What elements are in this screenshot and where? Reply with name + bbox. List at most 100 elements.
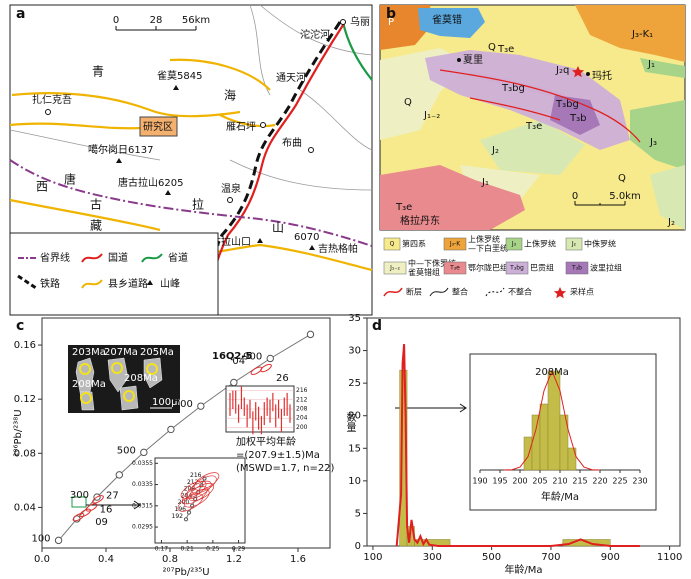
legend-label: 国道	[108, 251, 128, 264]
legend-label: 省界线	[40, 251, 70, 264]
scale-bar	[115, 26, 197, 31]
peak-markers	[116, 85, 315, 250]
inset-x-tick-label: 195	[492, 477, 507, 486]
town	[308, 147, 314, 153]
peak	[116, 158, 122, 163]
legend-swatch	[565, 237, 583, 251]
town	[340, 19, 346, 25]
legend-label: 雀莫错组	[408, 267, 440, 277]
scale-label: 0	[113, 15, 119, 26]
map-b-labels: P 雀莫错 Q J₃-K₁ T₃e J₂q 玛托 J₁ 夏里 T₃bg J₁₋₂…	[388, 13, 675, 228]
photo-labels: 203Ma 207Ma 205Ma 208Ma 208Ma 100μm	[72, 347, 187, 408]
town	[586, 72, 590, 76]
concordia-node	[115, 471, 123, 479]
x-tick-label: 1.2	[226, 554, 242, 565]
y-axis-label: 数量	[344, 411, 356, 432]
x-tick-label: 0.4	[98, 554, 114, 565]
geo-unit	[550, 95, 600, 135]
panel-label: a	[16, 6, 25, 22]
panel-b: b 0 5.0km P 雀莫错 Q J₃-K₁ T₃e J₂q 玛托 J₁ 夏里…	[379, 4, 686, 299]
inset-density	[503, 369, 601, 471]
town	[45, 109, 51, 115]
zoom-node	[183, 517, 189, 522]
zoom-y-tick-label: 0.0315	[132, 502, 153, 509]
map-label: J₁₋₂	[423, 110, 440, 121]
analysis-ellipse	[260, 363, 272, 373]
place: 唐	[64, 172, 76, 187]
legend-symbol	[383, 287, 403, 297]
map-label: J₂	[491, 145, 499, 156]
place: 雀莫5845	[157, 70, 202, 82]
y-tick-label: 15	[348, 443, 361, 454]
analysis-label: 04	[232, 356, 245, 367]
wm-text: 加权平均年龄	[236, 435, 296, 448]
place: 乌丽	[350, 15, 370, 28]
concordia-node	[140, 448, 148, 457]
legend-label: 铁路	[40, 277, 60, 290]
geo-unit	[380, 48, 540, 200]
map-label: Q	[618, 173, 626, 184]
wm-text: (MSWD=1.7, n=22)	[236, 463, 335, 474]
legend-symbol	[147, 280, 153, 285]
legend-label: 县乡道路	[108, 277, 148, 290]
legend-symbol-label: Q	[390, 241, 395, 248]
photo-label: 207Ma	[104, 347, 138, 358]
legend-swatch	[505, 261, 529, 275]
scale-label: 28	[150, 15, 163, 26]
zoom-ellipse	[185, 480, 212, 499]
zoom-ellipse	[193, 472, 220, 491]
place: 拉	[192, 197, 204, 212]
map-label: J₁	[481, 177, 489, 188]
map-label: P	[388, 17, 394, 28]
x-tick-label: 100	[363, 552, 382, 563]
legend-b: 断层 整合 不整合 采样点 Q 第四系 J₃-K 上侏罗统—下白垩统 J₃ 上侏罗统 J₂ 中…	[383, 234, 622, 299]
zoom-age-label: 212	[187, 479, 199, 486]
spot	[79, 363, 91, 375]
town	[227, 197, 233, 203]
inset-x-tick-label: 215	[572, 477, 587, 486]
histogram-bar	[567, 447, 577, 471]
sample-point	[571, 66, 585, 78]
zircon	[119, 385, 139, 411]
map-label: T₃e	[395, 202, 412, 213]
peak	[309, 245, 315, 250]
place: 唐古拉山6205	[118, 176, 183, 189]
place: 古	[90, 197, 102, 212]
legend-label: 巴贡组	[530, 263, 554, 273]
legend-label: 采样点	[570, 287, 594, 297]
x-tick-label: 1100	[657, 552, 682, 563]
town	[260, 122, 266, 128]
photo-label: 205Ma	[140, 347, 174, 358]
concordia-node	[306, 330, 315, 339]
x-tick-label: 0.8	[162, 554, 178, 565]
analysis-label: 09	[95, 517, 108, 528]
legend-symbol-label: J₂	[571, 241, 577, 248]
town	[457, 58, 461, 62]
legend-symbol	[553, 287, 567, 299]
legend-label: 山峰	[160, 278, 180, 290]
histogram-bar	[523, 436, 533, 471]
legend-label: 省道	[168, 251, 188, 264]
zoom-y-tick-label: 0.0355	[132, 460, 153, 467]
legend-symbol	[17, 274, 37, 290]
concordia-age-label: 900	[243, 351, 262, 362]
map-label: J₃	[649, 137, 657, 148]
inset-x-tick-label: 220	[592, 477, 607, 486]
legend-symbol-label: T₃e	[449, 265, 460, 272]
y-tick-label: 0.12	[14, 394, 36, 405]
zoom-ellipse	[183, 489, 210, 508]
legend-swatch	[383, 261, 407, 275]
legend-symbol	[485, 287, 505, 297]
map-label: 夏里	[463, 54, 483, 66]
y-tick-label: 20	[348, 411, 361, 422]
place: 通天河	[276, 72, 306, 84]
y-tick-label: 0.08	[14, 448, 36, 459]
place-labels: 乌丽 沱沱河 青 雀莫5845 海 通天河 扎仁克吾 研究区 雁石坪 布曲 噶尔…	[32, 15, 370, 255]
legend-label: 第四系	[402, 239, 426, 249]
map-label: 格拉丹东	[400, 214, 440, 227]
geo-unit	[380, 70, 600, 230]
density-curve	[395, 344, 640, 547]
x-tick-label: 1.6	[290, 554, 306, 565]
river	[9, 4, 373, 191]
